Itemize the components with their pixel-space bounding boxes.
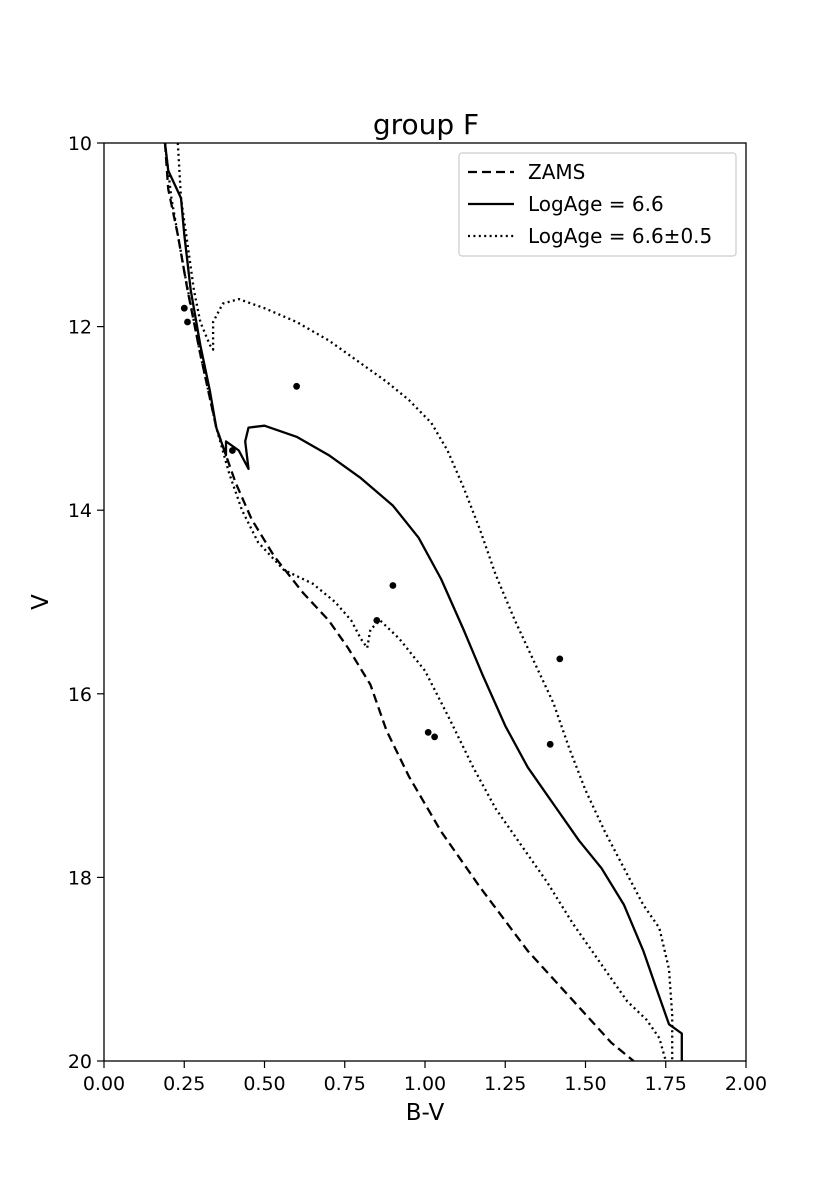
star-point-7 xyxy=(546,740,554,748)
legend-box xyxy=(458,152,737,257)
legend-label-0: ZAMS xyxy=(528,160,585,184)
y-tick-label-3: 16 xyxy=(68,684,92,706)
star-point-4 xyxy=(389,582,397,589)
star-point-1 xyxy=(184,318,191,326)
chart-title: group F xyxy=(373,108,479,141)
x-tick-label-8: 2.00 xyxy=(725,1073,767,1095)
series-line-2 xyxy=(176,143,674,1061)
star-point-6 xyxy=(556,655,564,663)
x-tick-label-7: 1.75 xyxy=(645,1073,687,1095)
star-point-9 xyxy=(431,733,438,741)
y-tick-label-1: 12 xyxy=(68,317,92,339)
x-tick-label-2: 0.50 xyxy=(243,1073,285,1095)
star-point-8 xyxy=(424,729,432,736)
series-line-1 xyxy=(163,143,683,1061)
x-tick-label-1: 0.25 xyxy=(163,1073,205,1095)
x-tick-label-0: 0.00 xyxy=(83,1073,125,1095)
x-tick-label-4: 1.00 xyxy=(404,1073,446,1095)
star-point-2 xyxy=(293,382,300,390)
x-tick-label-3: 0.75 xyxy=(324,1073,366,1095)
x-axis: 0.00 0.25 0.50 0.75 1.00 1.25 1.50 1.75 2.00 xyxy=(83,1061,767,1095)
star-point-3 xyxy=(229,447,236,454)
x-axis-title: B-V xyxy=(406,1100,445,1126)
legend-label-2: LogAge = 6.6±0.5 xyxy=(528,224,712,248)
series-layer xyxy=(163,143,683,1061)
y-tick-label-0: 10 xyxy=(68,133,92,155)
legend-label-1: LogAge = 6.6 xyxy=(528,192,664,216)
y-tick-label-5: 20 xyxy=(68,1051,92,1073)
x-tick-label-6: 1.50 xyxy=(564,1073,606,1095)
series-line-0 xyxy=(163,143,635,1061)
y-tick-label-4: 18 xyxy=(68,867,92,889)
series-line-3 xyxy=(163,143,667,1061)
plot-frame xyxy=(103,142,747,1062)
star-points xyxy=(180,304,564,748)
y-axis-title: V xyxy=(28,594,54,610)
star-point-5 xyxy=(373,617,381,624)
y-axis: 10 12 14 16 18 20 xyxy=(68,133,104,1073)
star-point-0 xyxy=(180,304,188,312)
x-tick-label-5: 1.25 xyxy=(484,1073,526,1095)
y-tick-label-2: 14 xyxy=(68,500,92,522)
legend: ZAMS LogAge = 6.6 LogAge = 6.6±0.5 xyxy=(458,152,737,257)
